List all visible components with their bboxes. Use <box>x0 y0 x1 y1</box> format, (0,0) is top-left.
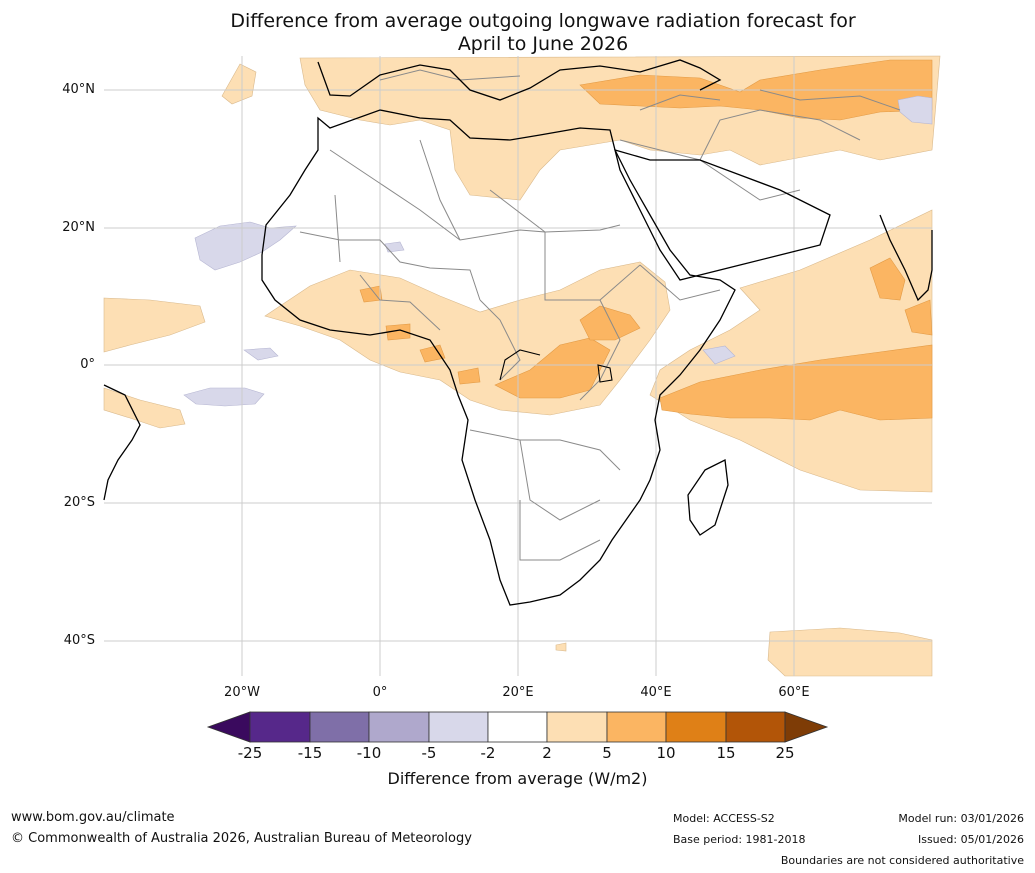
footer-model: Model: ACCESS-S2 <box>673 812 775 825</box>
lon-label-20w: 20°W <box>224 685 260 700</box>
colorbar-label: Difference from average (W/m2) <box>387 769 648 788</box>
madagascar-coastline <box>687 459 729 536</box>
lon-label-40e: 40°E <box>640 685 672 700</box>
colorbar-tick: -25 <box>237 744 263 762</box>
colorbar-tick: 25 <box>775 744 795 762</box>
lon-label-60e: 60°E <box>778 685 810 700</box>
south-america-coastline <box>103 384 141 501</box>
graticule <box>104 56 932 676</box>
footer-disclaimer: Boundaries are not considered authoritat… <box>780 854 1024 867</box>
country-borders <box>299 69 901 561</box>
colorbar-tick: -2 <box>480 744 496 762</box>
colorbar-tick: -15 <box>297 744 323 762</box>
india-coastline <box>879 214 933 302</box>
colorbar-tick: -5 <box>421 744 437 762</box>
title-line-2: April to June 2026 <box>457 33 629 55</box>
europe-coastline <box>317 59 722 101</box>
lat-label-20n: 20°N <box>62 220 95 235</box>
coastlines <box>103 59 933 606</box>
footer-copyright: © Commonwealth of Australia 2026, Austra… <box>11 831 472 846</box>
chart-title: Difference from average outgoing longwav… <box>120 10 966 56</box>
lat-label-0: 0° <box>80 357 95 372</box>
footer-base-period: Base period: 1981-2018 <box>673 833 806 846</box>
lat-label-40s: 40°S <box>63 633 95 648</box>
colorbar-tick: 5 <box>602 744 612 762</box>
anomaly-light-purple <box>183 95 933 407</box>
footer-model-run: Model run: 03/01/2026 <box>898 812 1024 825</box>
colorbar-tick: 2 <box>542 744 552 762</box>
footer-issued: Issued: 05/01/2026 <box>917 833 1024 846</box>
footer-website: www.bom.gov.au/climate <box>11 810 175 825</box>
colorbar-tick: 10 <box>656 744 676 762</box>
colorbar-tick: 15 <box>716 744 736 762</box>
lat-label-20s: 20°S <box>63 495 95 510</box>
lon-label-20e: 20°E <box>502 685 534 700</box>
lon-label-0: 0° <box>372 685 388 700</box>
africa-coastline <box>261 109 736 606</box>
title-line-1: Difference from average outgoing longwav… <box>230 10 856 32</box>
arabia-coastline <box>614 149 831 281</box>
colorbar-tick: -10 <box>356 744 382 762</box>
lat-label-40n: 40°N <box>62 82 95 97</box>
